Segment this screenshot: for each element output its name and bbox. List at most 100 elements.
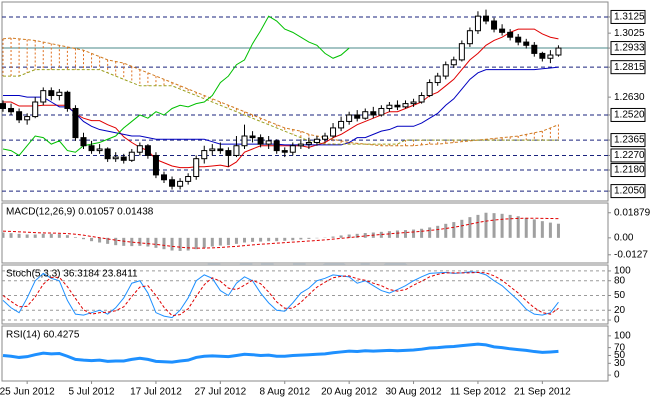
candle-body <box>458 43 465 61</box>
candle-body <box>547 54 554 59</box>
histogram-bar <box>492 213 496 238</box>
histogram-bar <box>226 237 230 246</box>
candle-body <box>531 44 538 54</box>
y-tick-label: 0.00 <box>614 232 634 243</box>
histogram-bar <box>291 237 295 241</box>
candle-body <box>483 15 489 22</box>
candle-body <box>474 15 481 32</box>
histogram-bar <box>122 237 126 246</box>
candle-body <box>555 47 562 56</box>
candle-body <box>177 180 184 187</box>
y-tick-label: 50 <box>614 290 626 301</box>
candle-body <box>241 135 248 147</box>
candle-body <box>354 114 361 119</box>
histogram-bar <box>243 237 246 243</box>
histogram-bar <box>476 214 480 238</box>
candle-body <box>410 101 417 105</box>
panel-title: RSI(14) 60.4275 <box>6 330 80 341</box>
indicator-line <box>2 342 559 364</box>
candle-body <box>64 91 71 109</box>
candle-body <box>161 174 167 181</box>
y-tick-label: 70 <box>614 342 626 353</box>
candle-body <box>80 137 87 147</box>
x-tick-label: 25 Jun 2012 <box>0 387 55 398</box>
histogram-bar <box>404 230 407 238</box>
candle-body <box>507 31 514 38</box>
histogram-bar <box>299 237 303 240</box>
candle-body <box>539 52 546 59</box>
x-tick-label: 30 Aug 2012 <box>385 387 442 398</box>
candle-body <box>322 135 328 140</box>
candle-body <box>418 95 425 103</box>
candle-body <box>48 90 55 97</box>
candle-body <box>8 107 15 113</box>
histogram-bar <box>82 237 85 240</box>
candle-body <box>249 135 256 139</box>
histogram-bar <box>484 212 488 238</box>
candle-body <box>434 75 441 84</box>
candle-body <box>88 145 95 152</box>
indicator-line <box>2 271 559 319</box>
histogram-bar <box>508 214 512 238</box>
histogram-bar <box>339 235 343 238</box>
y-tick-label: -0.0127 <box>614 249 648 260</box>
histogram-bar <box>460 219 464 238</box>
histogram-bar <box>1 232 5 238</box>
y-tick-label: 1.2365 <box>614 135 645 146</box>
candle-body <box>289 145 296 153</box>
histogram-bar <box>516 216 520 238</box>
histogram-bar <box>178 237 182 251</box>
histogram-bar <box>210 237 214 247</box>
candle-body <box>233 145 240 156</box>
histogram-bar <box>162 237 166 250</box>
histogram-bar <box>436 225 440 238</box>
histogram-bar <box>428 227 432 238</box>
histogram-bar <box>556 223 560 238</box>
panel-title: MACD(12,26,9) 0.01057 0.01438 <box>6 207 154 218</box>
candle-body <box>515 36 522 43</box>
candle-body <box>136 145 143 153</box>
histogram-bar <box>548 222 552 238</box>
histogram-bar <box>49 233 53 238</box>
candle-body <box>402 103 409 108</box>
histogram-bar <box>170 237 174 251</box>
candle-body <box>346 114 353 122</box>
candle-body <box>362 111 369 119</box>
histogram-bar <box>307 237 311 239</box>
y-tick-label: 30 <box>614 358 626 369</box>
x-tick-label: 11 Sep 2012 <box>450 387 506 398</box>
candle-body <box>370 111 377 116</box>
y-tick-label: 1.2933 <box>614 43 645 54</box>
candle-body <box>330 127 337 137</box>
indicator-line <box>2 217 559 249</box>
histogram-bar <box>9 233 13 238</box>
candle-body <box>56 91 63 97</box>
candle-body <box>313 138 320 143</box>
candle-body <box>40 90 47 103</box>
histogram-bar <box>283 237 287 241</box>
candle-body <box>128 151 135 161</box>
candle-body <box>297 143 304 147</box>
histogram-bar <box>395 230 399 238</box>
candle-body <box>491 20 498 30</box>
y-tick-label: 1.3025 <box>614 28 645 39</box>
candle-body <box>305 141 312 145</box>
indicator-line <box>2 15 350 157</box>
histogram-bar <box>363 233 367 238</box>
candle-body <box>104 148 111 160</box>
histogram-bar <box>218 237 222 246</box>
histogram-bar <box>114 237 118 246</box>
candle-body <box>72 107 79 139</box>
candle-body <box>225 150 232 156</box>
histogram-bar <box>251 237 255 242</box>
candle-body <box>193 158 200 178</box>
y-tick-label: 50 <box>614 350 626 361</box>
x-tick-label: 5 Jul 2012 <box>68 387 115 398</box>
candle-body <box>265 140 272 145</box>
x-tick-label: 8 Aug 2012 <box>259 387 310 398</box>
y-tick-label: 100 <box>614 266 631 277</box>
histogram-bar <box>138 237 142 246</box>
histogram-bar <box>90 237 94 242</box>
candle-body <box>394 104 401 108</box>
